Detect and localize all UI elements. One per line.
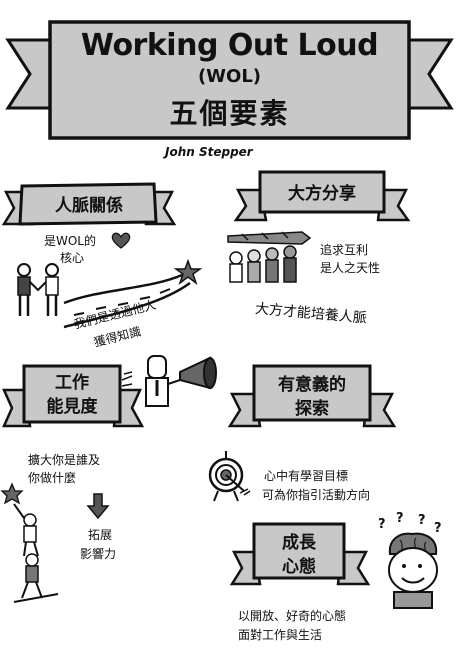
- star-icon: [173, 258, 203, 286]
- generosity-banner: [233, 170, 411, 222]
- generosity-note-line2: 是人之天性: [320, 261, 381, 275]
- visible-work-banner: [2, 364, 145, 428]
- svg-text:?: ?: [434, 521, 442, 536]
- handshake-people-icon: [17, 263, 59, 316]
- growth-mindset-title-line1: 成長: [282, 533, 316, 553]
- relationships-note-line1: 是WOL的: [44, 234, 96, 248]
- author-name: John Stepper: [165, 145, 253, 159]
- question-mark-icon: ?: [378, 517, 386, 532]
- down-arrow-icon: [86, 493, 110, 520]
- page-title: Working Out Loud: [80, 28, 379, 63]
- chinese-title: 五個要素: [169, 97, 290, 130]
- visible-work-note-line2: 你做什麼: [28, 471, 77, 485]
- svg-text:?: ?: [418, 513, 426, 528]
- purposeful-discovery-title-line2: 探索: [295, 399, 329, 419]
- header-banner: [5, 20, 454, 140]
- relationships-note-line2: 核心: [60, 251, 85, 265]
- generosity-note-line1: 追求互利: [320, 243, 369, 257]
- purposeful-discovery-note-line1: 心中有學習目標: [264, 469, 349, 483]
- sharing-people-icon: [227, 231, 312, 283]
- growth-mindset-banner: [229, 522, 371, 586]
- visible-work-note-line3: 拓展: [88, 528, 113, 542]
- growth-mindset-note-line1: 以開放、好奇的心態: [238, 609, 347, 623]
- purposeful-discovery-banner: [227, 364, 397, 428]
- generosity-note-line3: 大方才能培養人脈: [254, 300, 368, 327]
- heart-icon: [111, 232, 131, 249]
- generosity-title: 大方分享: [288, 184, 356, 204]
- visible-work-note-line1: 擴大你是誰及: [28, 453, 101, 467]
- visible-work-note-line4: 影響力: [80, 547, 117, 561]
- visible-work-title-line1: 工作: [55, 373, 89, 393]
- svg-text:?: ?: [396, 512, 404, 526]
- purposeful-discovery-title-line1: 有意義的: [278, 375, 346, 395]
- climbing-people-icon: [0, 482, 59, 603]
- page-subtitle: (WOL): [197, 66, 262, 87]
- purposeful-discovery-note-line2: 可為你指引活動方向: [262, 488, 371, 502]
- banner-panel: [48, 20, 411, 140]
- relationships-title: 人脈關係: [55, 196, 123, 216]
- growth-mindset-title-line2: 心態: [282, 557, 316, 577]
- growth-mindset-note-line2: 面對工作與生活: [238, 628, 323, 642]
- road-to-star-icon: [63, 258, 203, 329]
- star-icon: [0, 482, 24, 505]
- curious-brain-head-icon: ? ? ? ?: [378, 512, 442, 609]
- visible-work-title-line2: 能見度: [46, 397, 98, 417]
- relationships-banner: [1, 182, 177, 226]
- megaphone-person-icon: [121, 355, 217, 407]
- target-icon: [208, 451, 251, 502]
